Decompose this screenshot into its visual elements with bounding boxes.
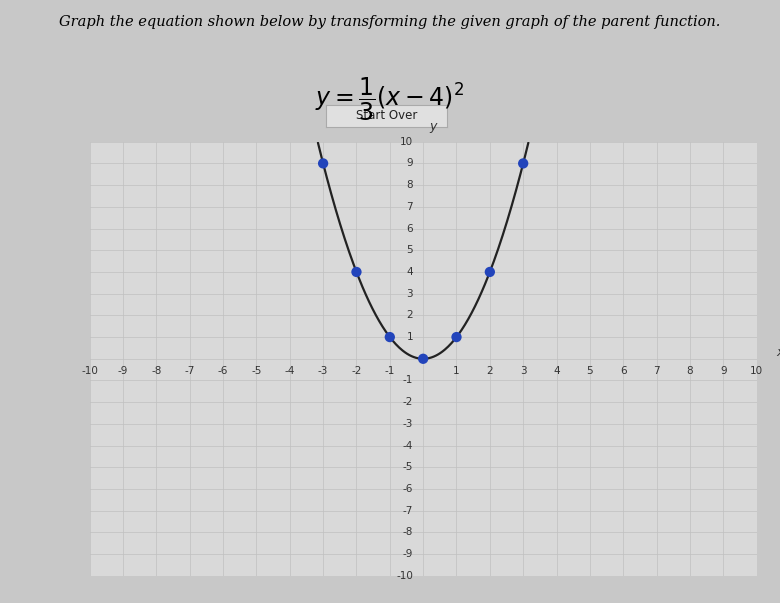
Text: Graph the equation shown below by transforming the given graph of the parent fun: Graph the equation shown below by transf…: [59, 15, 721, 29]
Text: -10: -10: [81, 367, 98, 376]
Text: -3: -3: [402, 419, 413, 429]
Text: -8: -8: [402, 528, 413, 537]
Text: 8: 8: [406, 180, 413, 190]
Text: 6: 6: [620, 367, 626, 376]
Text: Start Over: Start Over: [356, 109, 417, 122]
Text: -4: -4: [285, 367, 295, 376]
Text: -7: -7: [185, 367, 195, 376]
Text: -10: -10: [396, 571, 413, 581]
Text: -6: -6: [402, 484, 413, 494]
Text: 6: 6: [406, 224, 413, 233]
Text: 9: 9: [720, 367, 726, 376]
Text: -6: -6: [218, 367, 229, 376]
Point: [350, 267, 363, 277]
Text: -9: -9: [118, 367, 128, 376]
Text: -1: -1: [402, 376, 413, 385]
Text: 1: 1: [406, 332, 413, 342]
Text: $y = \dfrac{1}{3}(x - 4)^2$: $y = \dfrac{1}{3}(x - 4)^2$: [315, 75, 465, 123]
Text: 5: 5: [406, 245, 413, 255]
Text: 10: 10: [400, 137, 413, 147]
Text: 10: 10: [750, 367, 763, 376]
Text: 1: 1: [453, 367, 459, 376]
Point: [517, 159, 530, 168]
Text: 5: 5: [587, 367, 593, 376]
Text: -2: -2: [351, 367, 362, 376]
Text: x: x: [776, 346, 780, 359]
Text: y: y: [430, 120, 437, 133]
Text: 4: 4: [406, 267, 413, 277]
Text: -7: -7: [402, 506, 413, 516]
Text: -3: -3: [318, 367, 328, 376]
Text: 8: 8: [686, 367, 693, 376]
Text: -4: -4: [402, 441, 413, 450]
Point: [417, 354, 429, 364]
Text: 3: 3: [520, 367, 526, 376]
Point: [384, 332, 396, 342]
Point: [484, 267, 496, 277]
Point: [450, 332, 463, 342]
Text: 3: 3: [406, 289, 413, 298]
Text: -2: -2: [402, 397, 413, 407]
Text: 2: 2: [487, 367, 493, 376]
Text: 7: 7: [406, 202, 413, 212]
Text: -9: -9: [402, 549, 413, 559]
Text: -5: -5: [251, 367, 261, 376]
Text: 2: 2: [406, 311, 413, 320]
Text: 9: 9: [406, 159, 413, 168]
Text: 4: 4: [553, 367, 560, 376]
Text: -8: -8: [151, 367, 161, 376]
Text: -5: -5: [402, 463, 413, 472]
Point: [317, 159, 329, 168]
Text: -1: -1: [385, 367, 395, 376]
Text: 7: 7: [654, 367, 660, 376]
